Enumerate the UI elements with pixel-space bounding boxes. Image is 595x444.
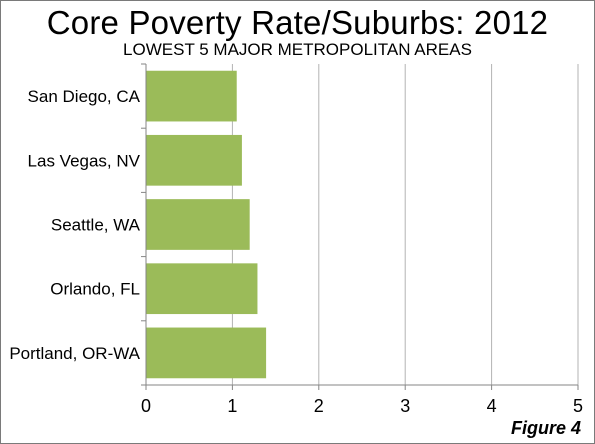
category-label: San Diego, CA [28,87,141,106]
x-tick-label: 1 [227,396,237,416]
chart-subtitle: LOWEST 5 MAJOR METROPOLITAN AREAS [123,40,472,59]
x-tick-label: 3 [400,396,410,416]
figure-label: Figure 4 [510,418,581,438]
category-label: Orlando, FL [50,280,140,299]
bar [146,134,242,186]
chart-title: Core Poverty Rate/Suburbs: 2012 [46,4,549,41]
bar [146,327,267,379]
x-tick-label: 4 [487,396,497,416]
bar [146,70,237,122]
x-tick-label: 0 [141,396,151,416]
x-tick-label: 5 [573,396,583,416]
category-label: Seattle, WA [51,216,141,235]
x-tick-label: 2 [314,396,324,416]
category-label: Las Vegas, NV [28,151,141,170]
category-label: Portland, OR-WA [9,344,140,363]
bar [146,263,258,315]
bar [146,199,250,250]
